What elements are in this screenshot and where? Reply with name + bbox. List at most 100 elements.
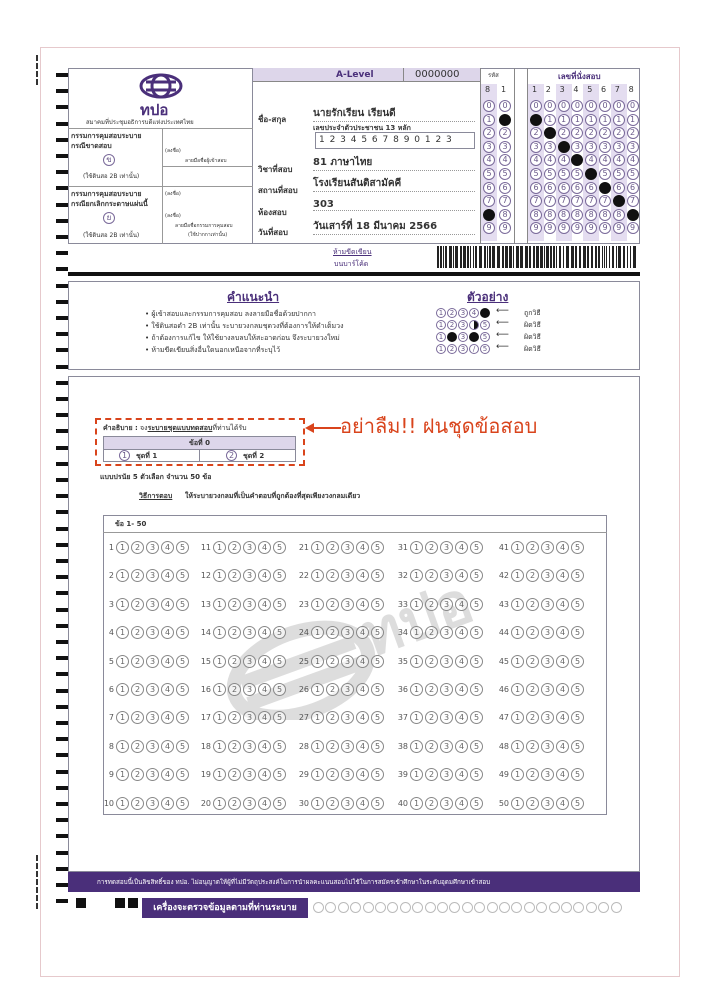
answer-bubble-40-4[interactable]: 4: [455, 796, 468, 810]
answer-bubble-48-5[interactable]: 5: [571, 739, 584, 753]
answer-bubble-11-1[interactable]: 1: [213, 541, 226, 554]
answer-bubble-49-4[interactable]: 4: [556, 768, 569, 782]
answer-bubble-4-5[interactable]: 5: [176, 626, 189, 640]
bubble-seat1-8[interactable]: 8: [530, 208, 542, 221]
bubble-seat1-9[interactable]: 9: [530, 222, 542, 235]
set-1-option[interactable]: 1 ชุดที่ 1: [103, 449, 200, 462]
answer-bubble-25-4[interactable]: 4: [356, 654, 369, 668]
answer-bubble-16-2[interactable]: 2: [228, 683, 241, 696]
answer-bubble-2-3[interactable]: 3: [146, 569, 159, 583]
bubble-seat5-4[interactable]: 4: [585, 154, 598, 167]
bubble-seat2-7[interactable]: 7: [543, 195, 556, 208]
answer-bubble-50-4[interactable]: 4: [556, 796, 569, 810]
bubble-seat8-2[interactable]: 2: [626, 127, 639, 140]
answer-bubble-34-2[interactable]: 2: [425, 626, 438, 640]
answer-bubble-34-1[interactable]: 1: [410, 626, 423, 640]
answer-bubble-9-2[interactable]: 2: [131, 768, 144, 782]
answer-bubble-41-5[interactable]: 5: [571, 541, 584, 554]
answer-bubble-20-5[interactable]: 5: [273, 796, 286, 810]
answer-bubble-4-3[interactable]: 3: [146, 626, 159, 640]
answer-bubble-5-4[interactable]: 4: [161, 654, 174, 668]
answer-bubble-33-4[interactable]: 4: [455, 597, 468, 611]
bubble-code1-9[interactable]: 9: [483, 222, 495, 235]
answer-bubble-13-3[interactable]: 3: [243, 597, 256, 611]
answer-bubble-9-5[interactable]: 5: [176, 768, 189, 782]
answer-bubble-35-3[interactable]: 3: [440, 654, 453, 668]
answer-bubble-25-2[interactable]: 2: [326, 654, 339, 668]
answer-bubble-15-2[interactable]: 2: [228, 654, 241, 668]
bubble-seat6-7[interactable]: 7: [599, 195, 611, 208]
answer-bubble-29-1[interactable]: 1: [311, 768, 324, 782]
answer-bubble-22-4[interactable]: 4: [356, 569, 369, 583]
answer-bubble-43-1[interactable]: 1: [511, 597, 524, 611]
answer-bubble-21-1[interactable]: 1: [311, 541, 324, 554]
answer-bubble-8-2[interactable]: 2: [131, 739, 144, 753]
answer-bubble-31-1[interactable]: 1: [410, 541, 423, 554]
answer-bubble-39-4[interactable]: 4: [455, 768, 468, 782]
answer-bubble-12-1[interactable]: 1: [213, 569, 226, 583]
answer-bubble-43-5[interactable]: 5: [571, 597, 584, 611]
answer-bubble-1-2[interactable]: 2: [131, 541, 144, 554]
bubble-seat3-2[interactable]: 2: [557, 127, 570, 140]
answer-bubble-48-1[interactable]: 1: [511, 739, 524, 753]
answer-bubble-7-4[interactable]: 4: [161, 711, 174, 725]
answer-bubble-17-1[interactable]: 1: [213, 711, 226, 725]
bubble-seat3-6[interactable]: 6: [557, 181, 570, 194]
answer-bubble-4-2[interactable]: 2: [131, 626, 144, 640]
answer-bubble-41-3[interactable]: 3: [541, 541, 554, 554]
answer-bubble-47-1[interactable]: 1: [511, 711, 524, 725]
answer-bubble-11-4[interactable]: 4: [258, 541, 271, 554]
answer-bubble-16-3[interactable]: 3: [243, 683, 256, 696]
bubble-code1-1[interactable]: 1: [483, 113, 495, 126]
answer-bubble-50-2[interactable]: 2: [526, 796, 539, 810]
bubble-seat4-4[interactable]: 4: [571, 154, 584, 167]
answer-bubble-35-2[interactable]: 2: [425, 654, 438, 668]
answer-bubble-12-3[interactable]: 3: [243, 569, 256, 583]
bubble-seat7-5[interactable]: 5: [612, 168, 625, 180]
bubble-code1-6[interactable]: 6: [483, 181, 495, 194]
bubble-seat5-3[interactable]: 3: [585, 140, 598, 153]
answer-bubble-23-2[interactable]: 2: [326, 597, 339, 611]
answer-bubble-31-2[interactable]: 2: [425, 541, 438, 554]
answer-bubble-31-3[interactable]: 3: [440, 541, 453, 554]
answer-bubble-28-4[interactable]: 4: [356, 739, 369, 753]
bubble-seat1-4[interactable]: 4: [530, 154, 542, 167]
answer-bubble-45-3[interactable]: 3: [541, 654, 554, 668]
bubble-code1-2[interactable]: 2: [483, 127, 495, 140]
bubble-code2-7[interactable]: 7: [499, 195, 511, 208]
answer-bubble-41-4[interactable]: 4: [556, 541, 569, 554]
answer-bubble-9-4[interactable]: 4: [161, 768, 174, 782]
answer-bubble-16-4[interactable]: 4: [258, 683, 271, 696]
bubble-seat8-3[interactable]: 3: [626, 140, 639, 153]
answer-bubble-37-3[interactable]: 3: [440, 711, 453, 725]
answer-bubble-20-4[interactable]: 4: [258, 796, 271, 810]
bubble-code2-8[interactable]: 8: [499, 208, 511, 221]
answer-bubble-8-3[interactable]: 3: [146, 739, 159, 753]
answer-bubble-35-4[interactable]: 4: [455, 654, 468, 668]
bubble-seat6-4[interactable]: 4: [599, 154, 611, 167]
absent-bubble[interactable]: ข: [103, 154, 115, 166]
bubble-seat4-6[interactable]: 6: [571, 181, 584, 194]
answer-bubble-50-1[interactable]: 1: [511, 796, 524, 810]
answer-bubble-8-5[interactable]: 5: [176, 739, 189, 753]
answer-bubble-6-3[interactable]: 3: [146, 683, 159, 696]
bubble-seat2-1[interactable]: 1: [543, 113, 556, 126]
answer-bubble-18-3[interactable]: 3: [243, 739, 256, 753]
answer-bubble-34-5[interactable]: 5: [470, 626, 483, 640]
answer-bubble-19-1[interactable]: 1: [213, 768, 226, 782]
answer-bubble-22-3[interactable]: 3: [341, 569, 354, 583]
answer-bubble-4-4[interactable]: 4: [161, 626, 174, 640]
answer-bubble-2-5[interactable]: 5: [176, 569, 189, 583]
answer-bubble-9-3[interactable]: 3: [146, 768, 159, 782]
answer-bubble-14-1[interactable]: 1: [213, 626, 226, 640]
answer-bubble-6-2[interactable]: 2: [131, 683, 144, 696]
answer-bubble-43-4[interactable]: 4: [556, 597, 569, 611]
answer-bubble-32-2[interactable]: 2: [425, 569, 438, 583]
answer-bubble-33-3[interactable]: 3: [440, 597, 453, 611]
answer-bubble-36-2[interactable]: 2: [425, 683, 438, 696]
answer-bubble-14-5[interactable]: 5: [273, 626, 286, 640]
bubble-code2-9[interactable]: 9: [499, 222, 511, 235]
answer-bubble-24-3[interactable]: 3: [341, 626, 354, 640]
bubble-code1-5[interactable]: 5: [483, 168, 495, 180]
answer-bubble-32-4[interactable]: 4: [455, 569, 468, 583]
